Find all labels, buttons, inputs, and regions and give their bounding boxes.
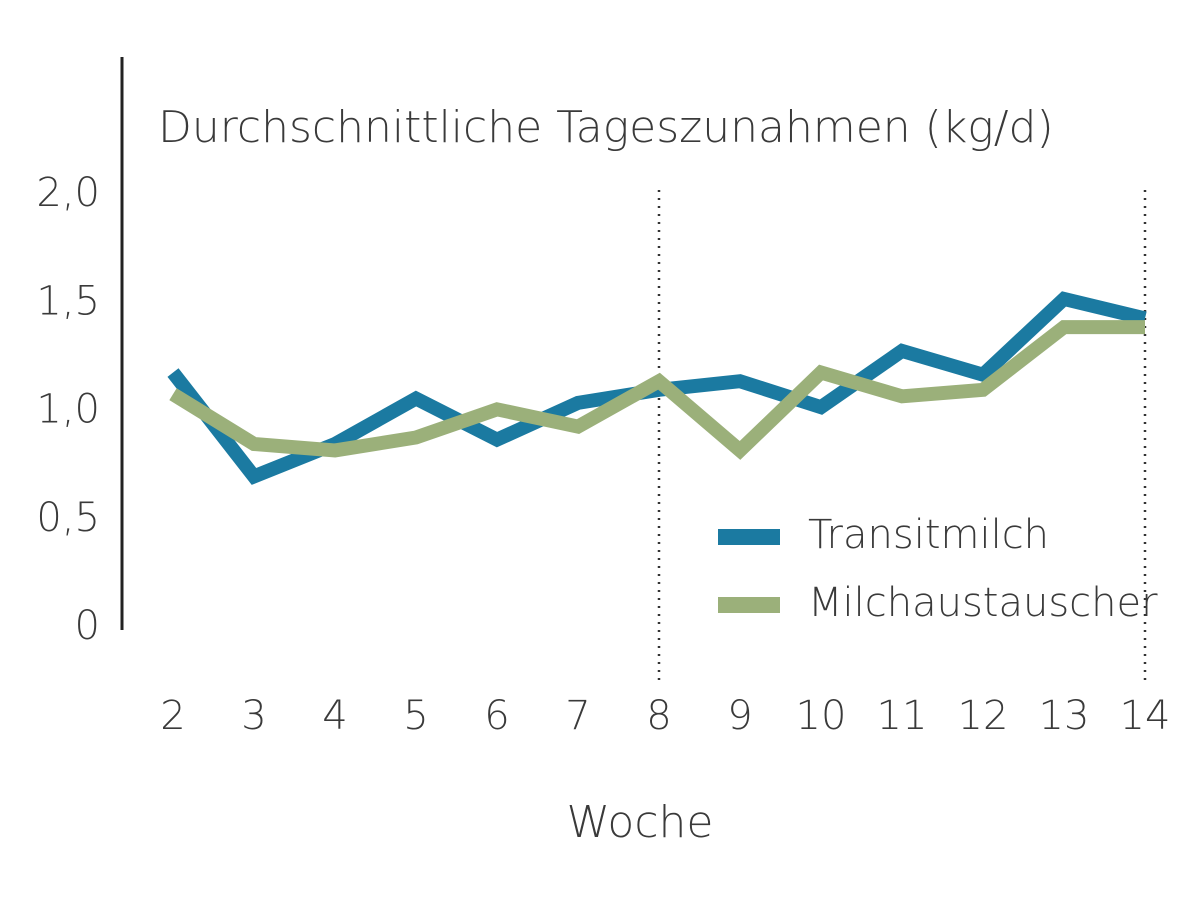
x-tick-label: 5 [403,693,428,739]
x-tick-label: 12 [958,693,1009,739]
x-tick-label: 7 [565,693,590,739]
x-tick-label: 3 [241,693,266,739]
x-tick-label: 2 [160,693,185,739]
chart-title: Durchschnittliche Tageszunahmen (kg/d) [158,102,1054,153]
y-tick-label: 1,5 [36,278,100,324]
x-tick-label: 9 [727,693,752,739]
y-tick-label: 0,5 [36,495,100,541]
x-tick-label: 6 [484,693,509,739]
legend-label: Milchaustauscher [808,580,1158,626]
x-axis-label: Woche [567,797,714,848]
x-tick-label: 11 [877,693,928,739]
x-tick-label: 10 [796,693,847,739]
line-series [169,320,1145,460]
x-tick-label: 14 [1120,693,1171,739]
y-tick-label: 2,0 [36,170,100,216]
x-tick-label: 8 [646,693,671,739]
y-tick-label: 1,0 [36,387,100,433]
x-tick-label: 4 [322,693,347,739]
legend-label: Transitmilch [808,512,1049,558]
y-tick-label: 0 [75,603,100,649]
x-tick-label: 13 [1039,693,1090,739]
